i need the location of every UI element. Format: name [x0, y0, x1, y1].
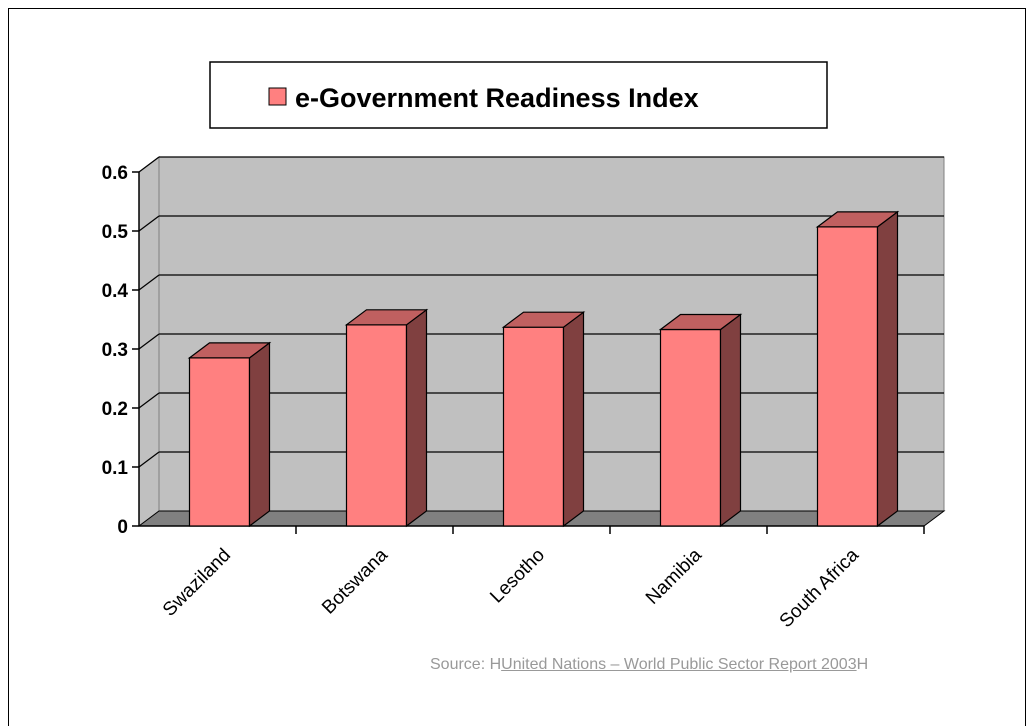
y-tick-label: 0.6 — [102, 163, 128, 184]
bar-side — [562, 310, 585, 528]
bar-top — [501, 311, 586, 328]
y-tick-label: 0.3 — [102, 340, 128, 361]
bar — [344, 308, 429, 528]
bar — [658, 313, 743, 528]
legend-swatch — [268, 87, 287, 106]
gridline-side — [138, 274, 160, 291]
source-prefix: Source: H — [430, 656, 502, 673]
bar-side — [876, 210, 899, 528]
bar — [501, 310, 586, 528]
bar-top — [815, 211, 900, 228]
legend-label: e-Government Readiness Index — [295, 83, 699, 113]
bar-top — [187, 342, 272, 359]
y-tick-label: 0 — [117, 517, 128, 538]
y-tick-label: 0.4 — [102, 281, 129, 302]
y-tick-label: 0.1 — [102, 458, 129, 479]
gridline-side — [138, 451, 160, 468]
bar-front — [659, 328, 722, 527]
y-tick-label: 0.5 — [102, 222, 129, 243]
bar-front — [188, 357, 251, 527]
y-tick-label: 0.2 — [102, 399, 128, 420]
x-category-label: South Africa — [776, 544, 864, 632]
bar-front — [816, 226, 879, 527]
gridline-side — [138, 333, 160, 350]
bar-front — [345, 324, 408, 527]
bar-top — [658, 313, 743, 331]
slide-frame — [8, 8, 1026, 726]
x-category-label: Namibia — [642, 544, 706, 608]
gridline-side — [138, 215, 160, 232]
x-category-label: Lesotho — [486, 545, 549, 608]
bar-side — [719, 313, 742, 528]
bar-front — [502, 326, 565, 527]
x-category-label: Swaziland — [159, 545, 235, 621]
gridline-side — [138, 156, 160, 173]
bar — [187, 341, 272, 528]
x-category-label: Botswana — [318, 544, 392, 618]
bar-top — [344, 309, 429, 326]
source-link[interactable]: United Nations – World Public Sector Rep… — [501, 656, 857, 673]
gridline-side — [138, 392, 160, 409]
source-note: Source: HUnited Nations – World Public S… — [430, 656, 868, 674]
chart-legend: e-Government Readiness Index — [209, 61, 828, 129]
bar-side — [248, 341, 271, 528]
bar-side — [405, 308, 428, 528]
bar — [815, 210, 900, 528]
source-suffix: H — [856, 656, 869, 673]
legend-box — [209, 61, 828, 129]
